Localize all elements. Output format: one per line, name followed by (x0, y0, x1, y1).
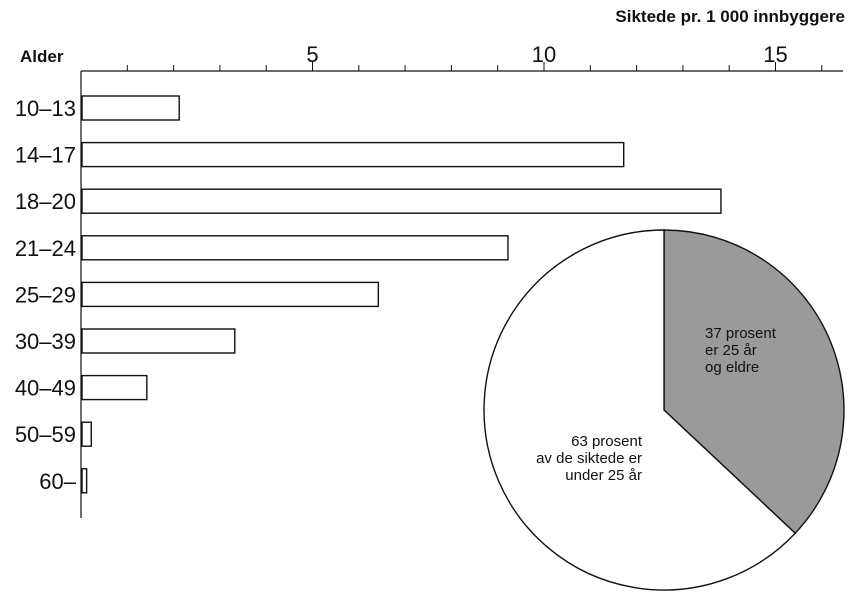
bar-25-29 (81, 281, 380, 308)
pie-chart: 37 prosent er 25 år og eldre 63 prosent av d… (483, 229, 845, 591)
y-axis-label: Alder (20, 47, 64, 66)
x-tick-label: 5 (306, 42, 318, 67)
category-label: 40–49 (15, 376, 76, 401)
bar-10-13 (81, 95, 180, 121)
bar-30-39 (81, 328, 236, 354)
category-label: 14–17 (15, 143, 76, 168)
pie-slice-2 (483, 229, 797, 591)
pie-slice-label: 37 prosent er 25 år og eldre (705, 325, 777, 376)
category-label: 21–24 (15, 236, 76, 261)
x-tick-label: 15 (763, 42, 787, 67)
pie-slice-1 (663, 229, 845, 535)
category-label: 30–39 (15, 329, 76, 354)
bar-50-59 (81, 421, 92, 447)
x-tick-label: 10 (532, 42, 556, 67)
bars: 10–13 14–17 18–20 21–24 25–29 30–39 40–49 50–59… (15, 95, 722, 494)
bar-14-17 (81, 141, 625, 168)
bar-18-20 (81, 188, 722, 214)
category-label: 18–20 (15, 189, 76, 214)
category-label: 10–13 (15, 96, 76, 121)
bar-21-24 (81, 235, 509, 261)
category-label: 50–59 (15, 422, 76, 447)
pie-slice-label: 63 prosent av de siktede er under 25 år (536, 433, 643, 484)
category-label: 60– (39, 469, 76, 494)
x-axis: 5 10 15 (80, 42, 843, 518)
bar-60- (81, 468, 88, 494)
bar-40-49 (81, 374, 148, 401)
chart-title: Siktede pr. 1 000 innbyggere (615, 7, 845, 26)
category-label: 25–29 (15, 282, 76, 307)
